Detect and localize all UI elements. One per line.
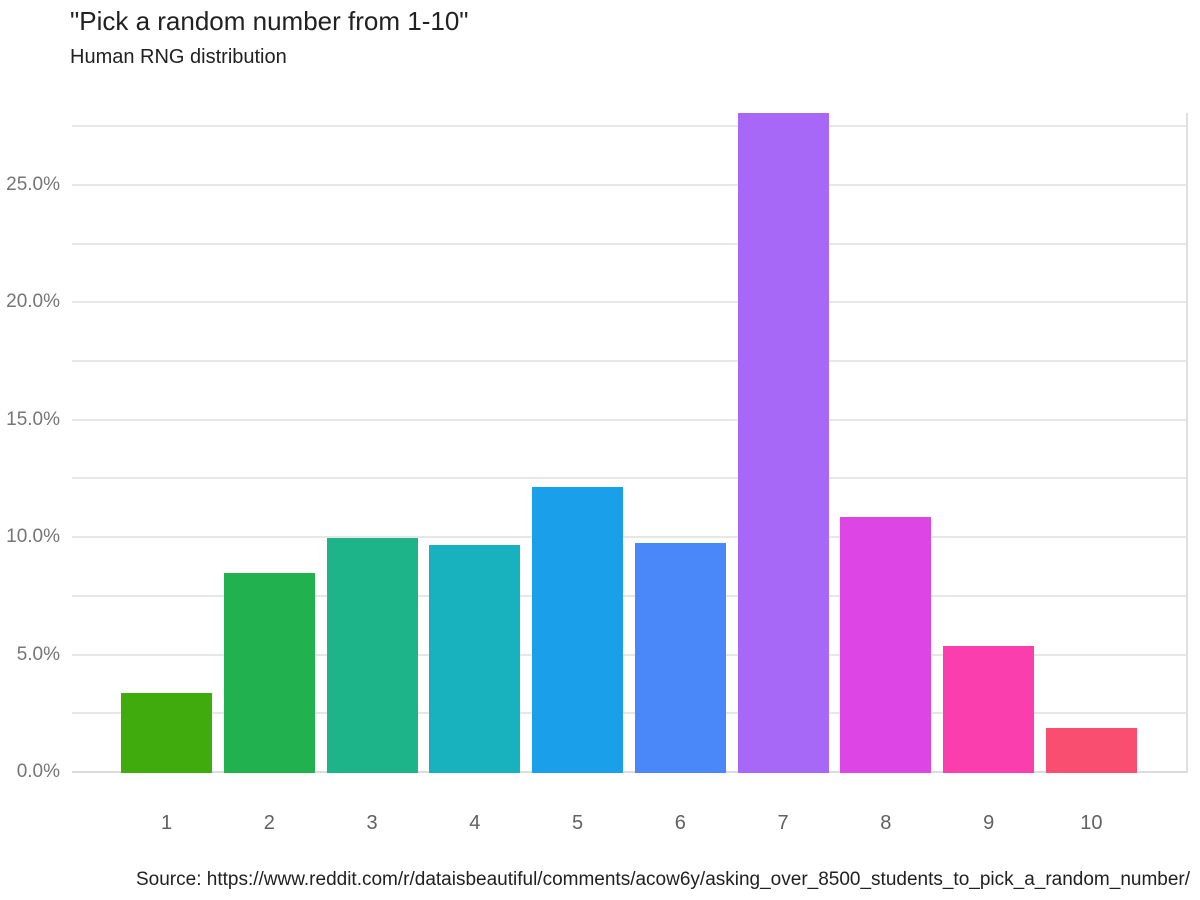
y-tick-label: 20.0% xyxy=(6,291,60,313)
gridline xyxy=(72,536,1188,539)
plot-area xyxy=(72,113,1188,773)
bar-2 xyxy=(223,573,315,773)
y-tick-label: 15.0% xyxy=(6,408,60,430)
gridline xyxy=(72,183,1188,186)
gridline xyxy=(72,242,1188,245)
bar-5 xyxy=(532,486,624,773)
x-tick-label: 5 xyxy=(572,812,584,834)
x-tick-label: 2 xyxy=(263,812,275,834)
gridline xyxy=(72,712,1188,715)
x-tick-label: 7 xyxy=(777,812,789,834)
y-tick-label: 10.0% xyxy=(6,526,60,548)
bar-8 xyxy=(840,517,932,773)
x-tick-label: 4 xyxy=(469,812,481,834)
x-axis: 1 2 3 4 5 6 7 8 9 10 xyxy=(72,808,1188,838)
x-tick-label: 3 xyxy=(366,812,378,834)
x-axis-labels: 1 2 3 4 5 6 7 8 9 10 xyxy=(121,808,1137,838)
bar-6 xyxy=(634,542,726,773)
plot-right-border xyxy=(1186,113,1188,773)
chart-subtitle: Human RNG distribution xyxy=(70,46,287,68)
bars-row xyxy=(121,113,1137,773)
bar-7 xyxy=(737,113,829,773)
gridline xyxy=(72,418,1188,421)
y-tick-label: 5.0% xyxy=(16,643,60,665)
x-tick-label: 8 xyxy=(880,812,892,834)
gridline xyxy=(72,477,1188,480)
gridline xyxy=(72,594,1188,597)
source-caption: Source: https://www.reddit.com/r/dataisb… xyxy=(136,869,1191,890)
chart-title: "Pick a random number from 1-10" xyxy=(70,6,469,36)
y-axis-labels: 0.0% 5.0% 10.0% 15.0% 20.0% 25.0% xyxy=(0,113,60,782)
x-tick-label: 10 xyxy=(1080,812,1103,834)
bar-4 xyxy=(429,545,521,773)
gridline xyxy=(72,301,1188,304)
gridline xyxy=(72,125,1188,128)
gridline xyxy=(72,359,1188,362)
bar-10 xyxy=(1045,728,1137,773)
bar-9 xyxy=(943,646,1035,773)
bar-1 xyxy=(121,693,212,773)
y-tick-label: 25.0% xyxy=(6,173,60,195)
y-tick-label: 0.0% xyxy=(16,761,60,782)
gridline xyxy=(72,653,1188,656)
baseline-gridline xyxy=(72,771,1188,773)
x-tick-label: 9 xyxy=(983,812,995,834)
x-tick-label: 1 xyxy=(160,812,173,834)
x-tick-label: 6 xyxy=(674,812,686,834)
bar-3 xyxy=(326,538,418,773)
